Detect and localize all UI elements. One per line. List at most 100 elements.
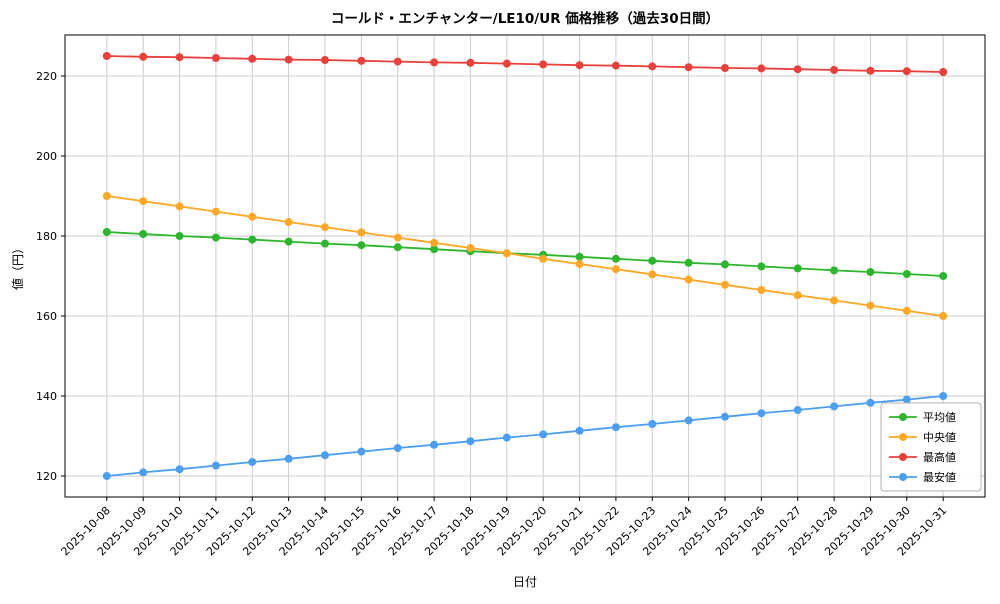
data-point bbox=[539, 254, 548, 263]
data-point bbox=[502, 249, 511, 258]
data-point bbox=[502, 59, 511, 68]
data-point bbox=[284, 237, 293, 246]
data-point bbox=[902, 67, 911, 76]
data-point bbox=[357, 447, 366, 456]
series-line bbox=[106, 231, 944, 277]
data-point bbox=[539, 60, 548, 69]
data-point bbox=[211, 54, 220, 62]
data-point bbox=[321, 451, 329, 460]
data-point bbox=[393, 233, 402, 242]
y-tick-label: 200 bbox=[36, 150, 57, 163]
data-point bbox=[648, 270, 657, 279]
legend-label: 平均値 bbox=[923, 411, 956, 424]
data-point bbox=[430, 58, 439, 67]
series-line bbox=[106, 395, 944, 477]
data-point bbox=[539, 430, 548, 439]
data-point bbox=[721, 280, 729, 289]
data-point bbox=[393, 444, 402, 452]
data-point bbox=[139, 230, 148, 238]
data-point bbox=[684, 416, 693, 425]
data-point bbox=[284, 218, 293, 226]
data-point bbox=[721, 412, 729, 421]
data-point bbox=[902, 395, 911, 404]
data-point bbox=[466, 58, 475, 67]
data-point bbox=[721, 260, 729, 269]
data-point bbox=[102, 52, 111, 60]
legend-sample-marker bbox=[899, 413, 907, 421]
data-point bbox=[175, 232, 184, 240]
data-point bbox=[575, 61, 584, 70]
data-point bbox=[357, 56, 366, 65]
data-point bbox=[684, 258, 693, 267]
data-point bbox=[648, 62, 657, 71]
data-point bbox=[939, 312, 948, 320]
data-point bbox=[175, 53, 184, 62]
data-point bbox=[175, 202, 184, 211]
data-point bbox=[393, 243, 402, 252]
data-point bbox=[430, 238, 439, 247]
data-point bbox=[611, 254, 620, 263]
data-point bbox=[393, 57, 402, 66]
data-point bbox=[466, 244, 475, 252]
data-point bbox=[684, 63, 693, 72]
data-point bbox=[866, 268, 875, 276]
data-point bbox=[211, 207, 220, 216]
data-point bbox=[575, 252, 584, 261]
plot-border bbox=[64, 34, 986, 498]
data-point bbox=[357, 241, 366, 250]
chart-title: コールド・エンチャンター/LE10/UR 価格推移（過去30日間） bbox=[331, 10, 719, 27]
series-line bbox=[106, 195, 944, 317]
data-point bbox=[284, 55, 293, 64]
data-point bbox=[139, 197, 148, 206]
y-tick-label: 220 bbox=[36, 70, 57, 83]
data-point bbox=[830, 402, 839, 411]
data-point bbox=[321, 223, 329, 232]
data-point bbox=[102, 192, 111, 200]
data-point bbox=[284, 454, 293, 463]
data-point bbox=[793, 264, 802, 273]
data-point bbox=[757, 286, 766, 294]
data-point bbox=[321, 56, 329, 64]
data-point bbox=[793, 65, 802, 74]
data-point bbox=[175, 465, 184, 474]
x-axis-label: 日付 bbox=[513, 575, 537, 589]
data-point bbox=[248, 235, 257, 244]
data-point bbox=[939, 272, 948, 280]
data-point bbox=[939, 392, 948, 400]
data-point bbox=[611, 61, 620, 70]
data-point bbox=[611, 423, 620, 432]
data-point bbox=[248, 212, 257, 221]
data-point bbox=[902, 270, 911, 278]
data-point bbox=[102, 228, 111, 236]
data-point bbox=[502, 433, 511, 442]
data-point bbox=[248, 458, 257, 466]
legend-label: 最高値 bbox=[923, 450, 956, 464]
data-point bbox=[793, 291, 802, 300]
data-point bbox=[830, 296, 839, 305]
data-point bbox=[648, 256, 657, 265]
data-point bbox=[466, 437, 475, 446]
data-point bbox=[102, 472, 111, 480]
data-point bbox=[757, 64, 766, 73]
data-point bbox=[648, 420, 657, 428]
data-point bbox=[430, 245, 439, 254]
data-point bbox=[721, 64, 729, 72]
grid-lines bbox=[65, 35, 985, 497]
data-point bbox=[139, 468, 148, 477]
y-axis-label: 値（円） bbox=[10, 242, 25, 290]
data-point bbox=[321, 239, 329, 248]
data-point bbox=[830, 66, 839, 74]
data-point bbox=[866, 301, 875, 310]
data-point bbox=[939, 68, 948, 76]
data-point bbox=[866, 398, 875, 407]
legend-sample-marker bbox=[899, 473, 907, 481]
data-point bbox=[830, 266, 839, 275]
data-point bbox=[866, 66, 875, 75]
data-point bbox=[611, 265, 620, 274]
legend-sample-marker bbox=[899, 453, 907, 461]
data-point bbox=[902, 306, 911, 315]
legend-sample-marker bbox=[899, 433, 907, 441]
